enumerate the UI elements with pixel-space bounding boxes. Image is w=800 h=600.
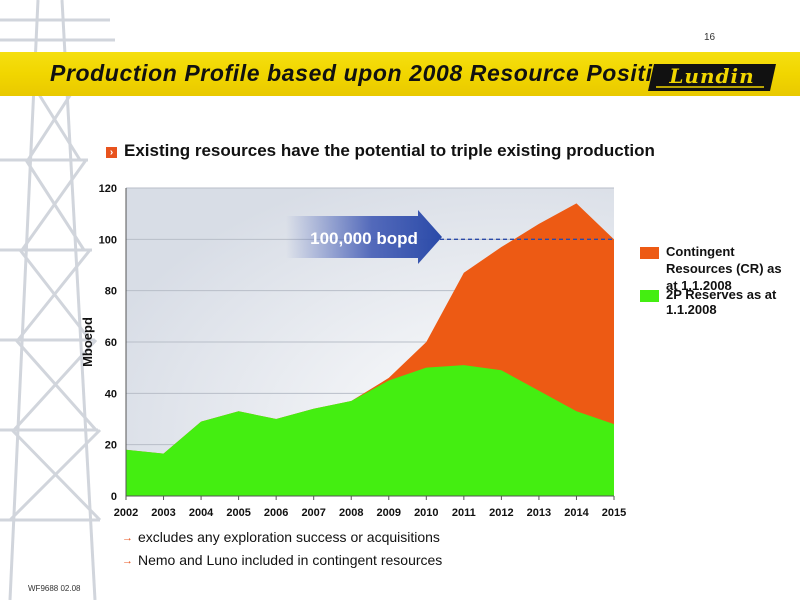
x-tick-label: 2015 xyxy=(602,507,626,519)
x-tick-label: 2003 xyxy=(151,507,175,519)
y-tick-label: 40 xyxy=(105,388,117,400)
legend-label-reserves: 2P Reserves as at 1.1.2008 xyxy=(666,287,777,317)
y-tick-label: 120 xyxy=(99,183,117,195)
area-2p-reserves xyxy=(126,365,614,496)
note-arrow-icon: → xyxy=(122,532,133,544)
note-1: excludes any exploration success or acqu… xyxy=(138,529,440,545)
headline: Existing resources have the potential to… xyxy=(124,141,655,160)
y-tick-label: 20 xyxy=(105,440,117,452)
x-tick-label: 2004 xyxy=(189,507,214,519)
y-tick-label: 80 xyxy=(105,286,117,298)
x-tick-label: 2013 xyxy=(527,507,551,519)
x-tick-label: 2012 xyxy=(489,507,513,519)
y-tick-label: 0 xyxy=(111,491,117,503)
x-tick-label: 2011 xyxy=(452,507,476,519)
bullet-arrow-icon: › xyxy=(106,147,117,158)
page-number: 16 xyxy=(704,32,716,43)
note-arrow-icon: → xyxy=(122,555,133,567)
oil-rig-watermark xyxy=(0,0,115,600)
annotation-label: 100,000 bopd xyxy=(310,229,418,248)
x-tick-label: 2002 xyxy=(114,507,138,519)
annotation-arrow-icon xyxy=(286,210,442,264)
y-axis-label: Mboepd xyxy=(80,317,95,367)
legend-swatch-reserves xyxy=(640,290,659,302)
legend-swatch-contingent xyxy=(640,247,659,259)
x-tick-label: 2009 xyxy=(377,507,401,519)
x-tick-label: 2006 xyxy=(264,507,288,519)
y-tick-label: 60 xyxy=(105,337,117,349)
legend-label-contingent: Contingent Resources (CR) as at 1.1.2008 xyxy=(666,244,782,293)
lundin-logo-text: Lundin xyxy=(669,64,755,88)
x-tick-label: 2014 xyxy=(564,507,589,519)
page-title: Production Profile based upon 2008 Resou… xyxy=(50,60,682,86)
note-2: Nemo and Luno included in contingent res… xyxy=(138,552,443,568)
x-tick-label: 2007 xyxy=(301,507,325,519)
x-tick-label: 2010 xyxy=(414,507,438,519)
y-tick-label: 100 xyxy=(99,234,117,246)
footer-code: WF9688 02.08 xyxy=(28,584,81,593)
x-tick-label: 2008 xyxy=(339,507,363,519)
lundin-logo xyxy=(648,64,776,91)
x-tick-label: 2005 xyxy=(226,507,250,519)
